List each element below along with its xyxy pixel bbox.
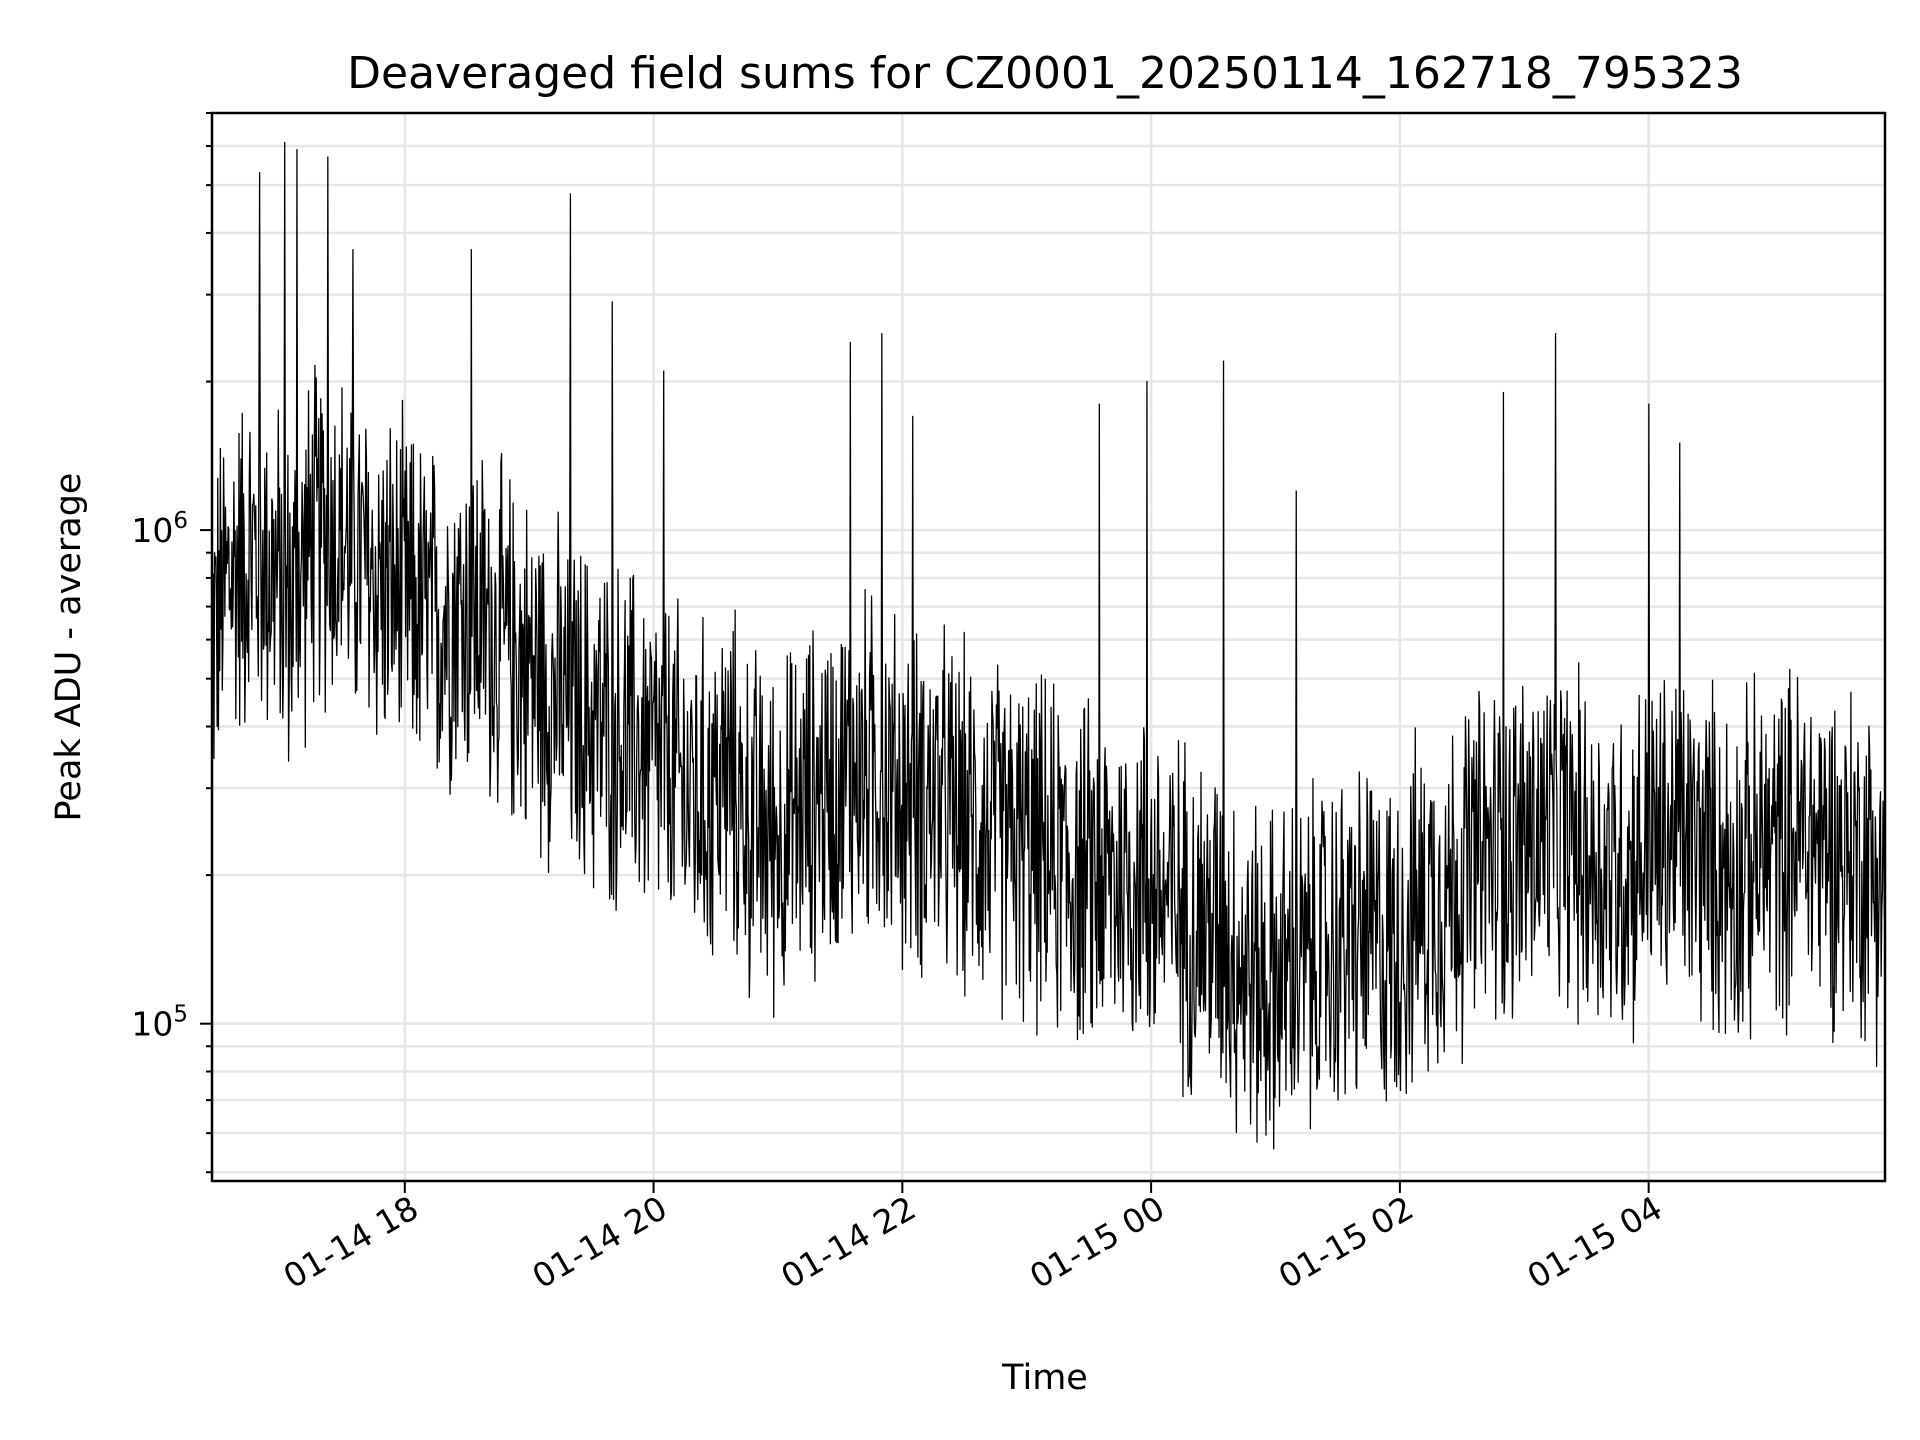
grid xyxy=(212,111,1885,1181)
y-axis-label: Peak ADU - average xyxy=(49,473,89,822)
chart-title: Deaveraged field sums for CZ0001_2025011… xyxy=(347,48,1743,99)
y-tick-label: 106 xyxy=(131,508,188,550)
y-tick-label: 105 xyxy=(131,1002,188,1044)
series-path xyxy=(211,141,1886,1150)
plot-frame xyxy=(210,111,1887,1183)
series-line xyxy=(211,141,1886,1150)
y-axis: 105 106 xyxy=(131,112,212,1174)
x-axis-label: Time xyxy=(1001,1358,1088,1398)
